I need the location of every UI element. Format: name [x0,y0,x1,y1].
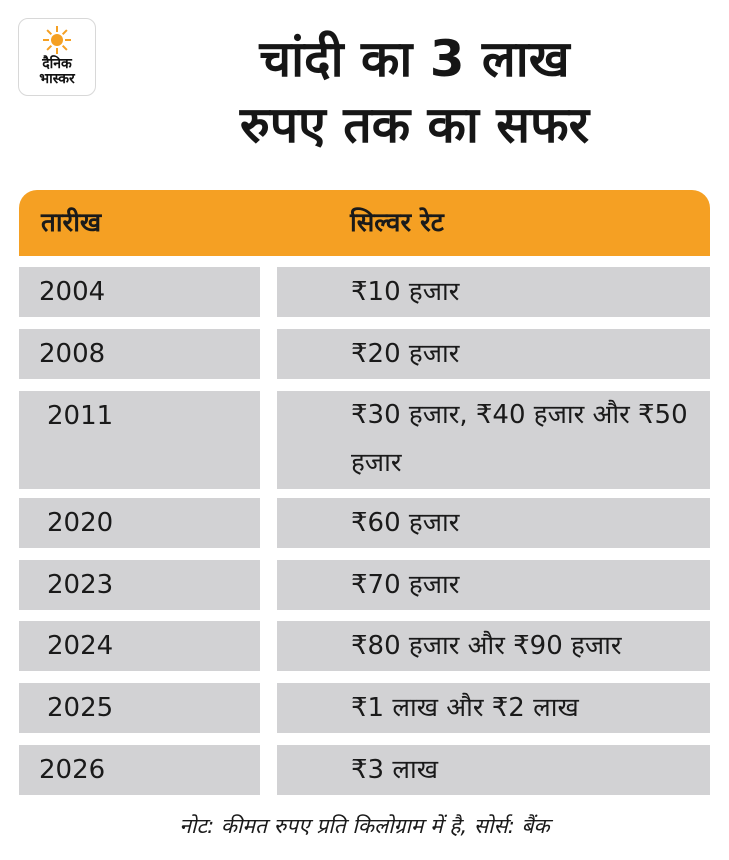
rate-value: ₹10 हजार [351,277,460,307]
table-row: 2004 ₹10 हजार [19,267,710,317]
rate-value: ₹20 हजार [351,339,460,369]
table-header: तारीख सिल्वर रेट [19,190,710,256]
year-value: 2023 [47,570,114,600]
table-row: 2025 ₹1 लाख और ₹2 लाख [19,683,710,733]
rate-cell: ₹30 हजार, ₹40 हजार और ₹50 हजार [277,391,710,489]
year-value: 2020 [47,508,114,538]
year-value: 2011 [47,401,114,431]
rate-value: ₹70 हजार [351,570,460,600]
year-cell: 2008 [19,329,260,379]
logo-line-1: दैनिक [42,56,72,72]
sun-icon [43,26,71,54]
logo-line-2: भास्कर [39,71,75,87]
title-line-1: चांदी का 3 लाख [259,30,570,88]
footnote: नोट: कीमत रुपए प्रति किलोग्राम में है, स… [179,814,550,838]
table-row: 2011 ₹30 हजार, ₹40 हजार और ₹50 हजार [19,391,710,489]
table-row: 2008 ₹20 हजार [19,329,710,379]
rate-cell: ₹70 हजार [277,560,710,610]
year-value: 2008 [39,339,106,369]
rate-cell: ₹20 हजार [277,329,710,379]
page-title: चांदी का 3 लाख रुपए तक का सफर [100,26,729,158]
year-cell: 2026 [19,745,260,795]
year-cell: 2024 [19,621,260,671]
year-value: 2025 [47,693,114,723]
rate-value: ₹60 हजार [351,508,460,538]
title-line-2: रुपए तक का सफर [239,96,590,154]
year-cell: 2025 [19,683,260,733]
year-value: 2024 [47,631,114,661]
brand-logo: दैनिक भास्कर [18,18,96,96]
header-rate: सिल्वर रेट [350,208,444,238]
rate-value: ₹1 लाख और ₹2 लाख [351,693,579,723]
rate-cell: ₹10 हजार [277,267,710,317]
rate-cell: ₹80 हजार और ₹90 हजार [277,621,710,671]
table-row: 2020 ₹60 हजार [19,498,710,548]
year-value: 2026 [39,755,106,785]
year-value: 2004 [39,277,106,307]
rate-cell: ₹60 हजार [277,498,710,548]
logo-text: दैनिक भास्कर [39,57,74,87]
table-row: 2023 ₹70 हजार [19,560,710,610]
table-row: 2026 ₹3 लाख [19,745,710,795]
rate-value: ₹80 हजार और ₹90 हजार [351,631,622,661]
year-cell: 2023 [19,560,260,610]
table-row: 2024 ₹80 हजार और ₹90 हजार [19,621,710,671]
header-date: तारीख [41,208,102,238]
rate-cell: ₹3 लाख [277,745,710,795]
rate-value: ₹3 लाख [351,755,438,785]
rate-cell: ₹1 लाख और ₹2 लाख [277,683,710,733]
year-cell: 2020 [19,498,260,548]
year-cell: 2004 [19,267,260,317]
rate-value: ₹30 हजार, ₹40 हजार और ₹50 हजार [351,400,688,478]
year-cell: 2011 [19,391,260,489]
